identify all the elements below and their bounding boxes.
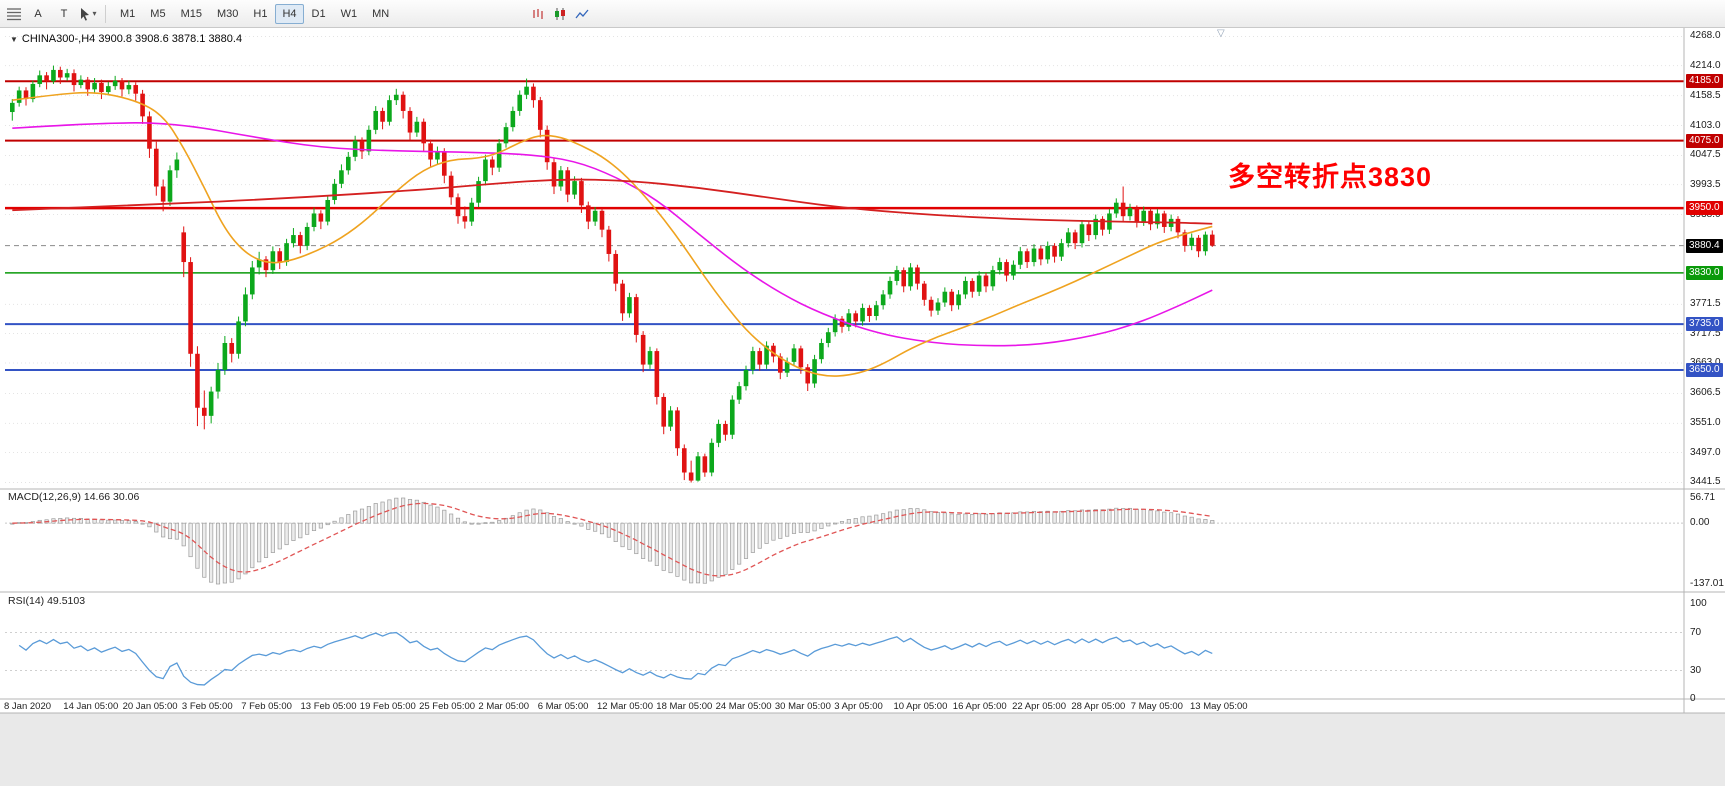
timeframe-button-m1[interactable]: M1 xyxy=(113,4,142,24)
timeframe-button-w1[interactable]: W1 xyxy=(334,4,365,24)
menu-icon[interactable] xyxy=(4,4,24,24)
macd-indicator-label: MACD(12,26,9) 14.66 30.06 xyxy=(8,491,140,503)
timeframe-button-m15[interactable]: M15 xyxy=(174,4,209,24)
chevron-down-icon: ▾ xyxy=(92,9,97,18)
line-view-glyph xyxy=(575,9,589,18)
candles-view-icon[interactable] xyxy=(550,4,570,24)
menu-icon-glyph xyxy=(7,7,21,20)
toolbar: A T ▾ M1 M5 M15 M30 H1 H4 D1 W1 MN xyxy=(0,0,1725,28)
timeframe-button-h4[interactable]: H4 xyxy=(275,3,304,24)
collapse-triangle-icon[interactable]: ▼ xyxy=(10,34,18,44)
timeframe-button-mn[interactable]: MN xyxy=(365,4,396,24)
ma-orange-line xyxy=(12,91,1213,377)
line-view-icon[interactable] xyxy=(572,4,592,24)
cursor-tool-dropdown[interactable]: ▾ xyxy=(78,4,98,24)
annotation-text[interactable]: 多空转折点3830 xyxy=(1228,162,1433,192)
cursor-a-button[interactable]: A xyxy=(26,4,50,24)
rsi-indicator-label: RSI(14) 49.5103 xyxy=(8,595,86,607)
rsi-line xyxy=(18,631,1213,686)
timeframe-button-d1[interactable]: D1 xyxy=(305,4,333,24)
rsi-panel-layer xyxy=(5,631,1684,686)
chart-title: ▼ CHINA300-,H4 3900.8 3908.6 3878.1 3880… xyxy=(10,33,242,45)
ma-red-line xyxy=(12,178,1213,225)
moving-averages-layer xyxy=(12,91,1213,377)
text-tool-button[interactable]: T xyxy=(52,4,76,24)
timeframe-button-m5[interactable]: M5 xyxy=(143,4,172,24)
timeframe-button-m30[interactable]: M30 xyxy=(210,4,245,24)
toolbar-separator xyxy=(105,4,106,23)
horizontal-price-lines xyxy=(5,80,1684,371)
candles-layer xyxy=(10,65,1215,483)
toolbar-spacer xyxy=(398,13,526,14)
chart-shift-marker[interactable]: ▽ xyxy=(1217,28,1225,39)
chart-title-text: CHINA300-,H4 3900.8 3908.6 3878.1 3880.4 xyxy=(21,33,243,45)
macd-panel-layer xyxy=(5,497,1684,585)
ma-magenta-line xyxy=(12,122,1213,347)
timeframe-button-h1[interactable]: H1 xyxy=(246,4,274,24)
bars-view-glyph xyxy=(533,8,543,19)
bars-view-icon[interactable] xyxy=(528,4,548,24)
timeframe-buttons: M1 M5 M15 M30 H1 H4 D1 W1 MN xyxy=(113,3,396,24)
cursor-arrow-icon xyxy=(81,7,90,21)
candles-view-glyph xyxy=(555,7,566,20)
macd-signal-line xyxy=(12,502,1213,577)
